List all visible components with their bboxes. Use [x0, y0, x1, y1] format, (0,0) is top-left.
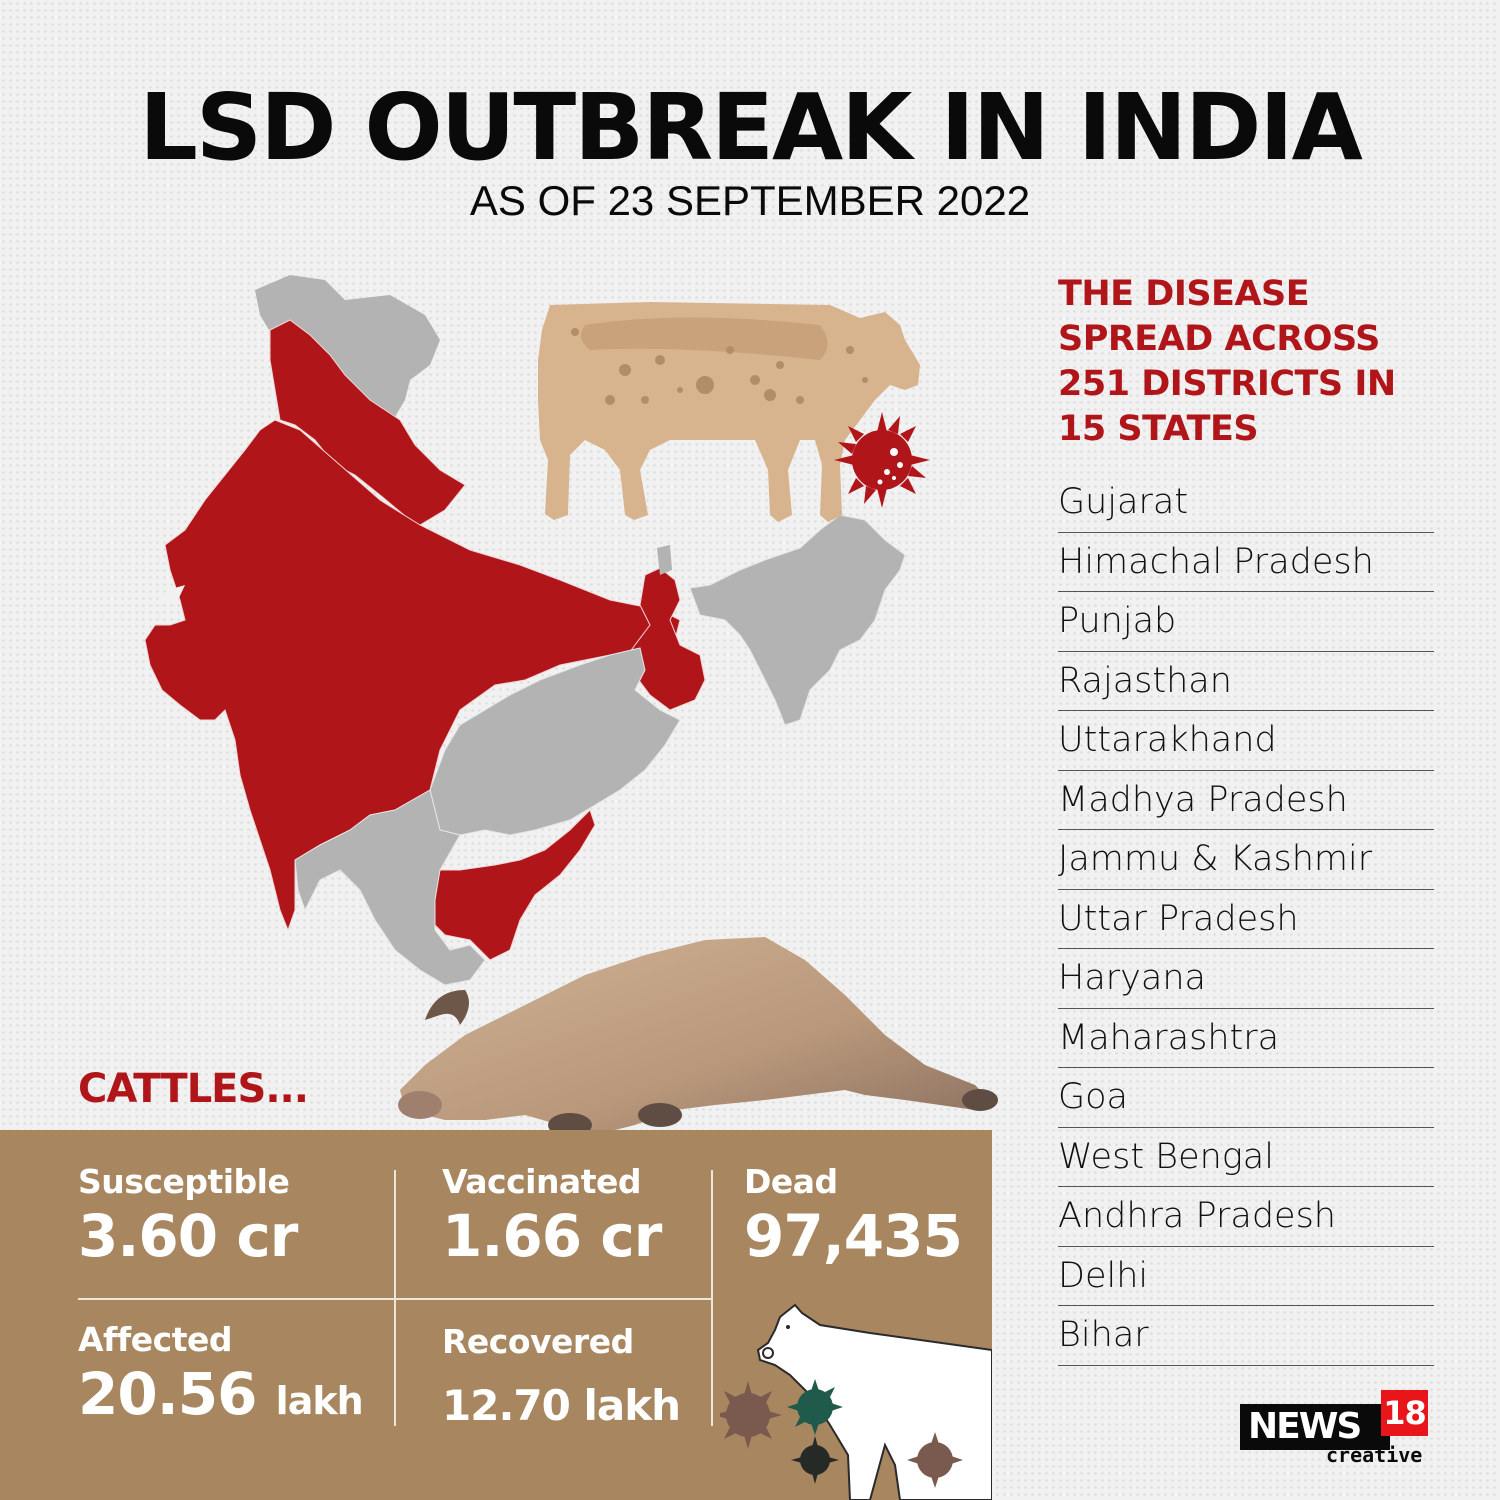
- list-item: West Bengal: [1058, 1128, 1434, 1187]
- divider: [711, 1170, 713, 1426]
- map-region-andhra-pradesh: [429, 809, 596, 961]
- stat-dead: Dead 97,435: [744, 1162, 963, 1270]
- list-item: Jammu & Kashmir: [1058, 830, 1434, 890]
- stats-panel: Susceptible 3.60 cr Vaccinated 1.66 cr D…: [0, 1130, 992, 1500]
- spread-heading: THE DISEASE SPREAD ACROSS 251 DISTRICTS …: [1058, 272, 1458, 452]
- spread-heading-line: THE DISEASE: [1058, 274, 1310, 314]
- list-item: Delhi: [1058, 1247, 1434, 1306]
- stat-value: 3.60 cr: [78, 1202, 298, 1270]
- news18-logo: NEWS 18 creative: [1238, 1388, 1430, 1468]
- stat-affected: Affected 20.56 lakh: [78, 1320, 364, 1435]
- stat-value: 12.70 lakh: [442, 1381, 681, 1430]
- lying-cow-icon: [398, 937, 998, 1135]
- map-region-northeast: [689, 514, 906, 726]
- map-region-north-affected: [269, 319, 466, 526]
- page-subtitle: AS OF 23 SEPTEMBER 2022: [469, 177, 1031, 224]
- map-region-south-unaffected: [294, 789, 486, 986]
- cattles-heading: CATTLES...: [78, 1066, 309, 1112]
- stat-label: Recovered: [442, 1322, 634, 1361]
- list-item: Maharashtra: [1058, 1009, 1434, 1068]
- stat-value: 97,435: [744, 1202, 963, 1270]
- list-item: Uttar Pradesh: [1058, 890, 1434, 949]
- list-item: Bihar: [1058, 1306, 1434, 1366]
- map-region-east-unaffected: [429, 647, 681, 836]
- list-item: Punjab: [1058, 592, 1434, 652]
- spotted-cow-icon: [538, 302, 920, 522]
- map-region-sikkim: [657, 545, 672, 575]
- list-item: Gujarat: [1058, 473, 1434, 533]
- stat-label: Dead: [744, 1162, 838, 1201]
- spread-heading-line: 251 DISTRICTS IN: [1058, 364, 1396, 404]
- spread-heading-line: 15 STATES: [1058, 409, 1259, 449]
- logo-number: 18: [1381, 1390, 1428, 1436]
- stat-label: Susceptible: [78, 1162, 290, 1201]
- spread-heading-line: SPREAD ACROSS: [1058, 319, 1380, 359]
- list-item: Rajasthan: [1058, 652, 1434, 711]
- list-item: Goa: [1058, 1068, 1434, 1128]
- map-region-ladakh: [255, 275, 440, 455]
- stat-recovered: Recovered 12.70 lakh: [442, 1322, 681, 1440]
- list-item: Uttarakhand: [1058, 711, 1434, 771]
- map-region-central-affected: [144, 419, 681, 932]
- logo-brand: NEWS: [1240, 1404, 1390, 1450]
- india-map-icon: [144, 275, 906, 986]
- stat-label: Affected: [78, 1320, 232, 1359]
- list-item: Haryana: [1058, 949, 1434, 1009]
- affected-states-list: Gujarat Himachal Pradesh Punjab Rajastha…: [1058, 473, 1434, 1366]
- stat-value: 20.56 lakh: [78, 1360, 364, 1428]
- list-item: Madhya Pradesh: [1058, 771, 1434, 830]
- page-title: LSD OUTBREAK IN INDIA: [139, 74, 1363, 181]
- divider: [78, 1298, 712, 1300]
- list-item: Himachal Pradesh: [1058, 533, 1434, 592]
- map-region-gujarat-coast: [160, 585, 185, 600]
- white-cow-icon: [720, 1303, 992, 1500]
- stat-vaccinated: Vaccinated 1.66 cr: [442, 1162, 662, 1270]
- stat-label: Vaccinated: [442, 1162, 641, 1201]
- list-item: Andhra Pradesh: [1058, 1187, 1434, 1247]
- logo-tagline: creative: [1326, 1443, 1423, 1467]
- stat-susceptible: Susceptible 3.60 cr: [78, 1162, 298, 1270]
- virus-icon: [834, 412, 930, 508]
- stat-value: 1.66 cr: [442, 1202, 662, 1270]
